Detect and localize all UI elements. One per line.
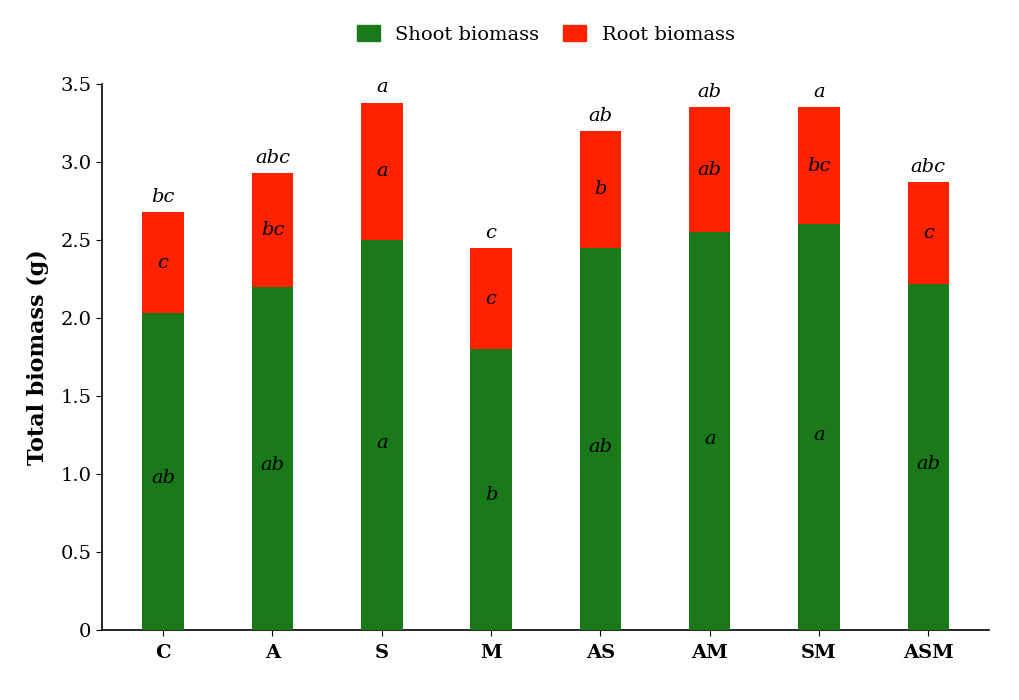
Y-axis label: Total biomass (g): Total biomass (g) [28, 249, 49, 465]
Bar [470, 349, 512, 630]
Text: a: a [812, 426, 824, 444]
Text: ab: ab [588, 438, 611, 456]
Bar [907, 182, 948, 284]
Text: c: c [922, 224, 932, 242]
Text: abc: abc [910, 158, 945, 176]
Bar [798, 225, 839, 630]
Text: a: a [376, 434, 387, 452]
Text: c: c [485, 290, 496, 307]
Text: ab: ab [697, 83, 721, 102]
Text: ab: ab [151, 469, 175, 487]
Text: ab: ab [697, 161, 721, 178]
Text: c: c [158, 253, 168, 272]
Bar [143, 212, 183, 314]
Text: bc: bc [151, 188, 174, 206]
Text: a: a [812, 83, 824, 102]
Text: bc: bc [261, 221, 284, 239]
Bar [252, 173, 292, 287]
Text: b: b [484, 486, 497, 504]
Text: abc: abc [255, 148, 289, 167]
Text: ab: ab [260, 456, 284, 475]
Bar [470, 248, 512, 349]
Text: bc: bc [806, 157, 829, 175]
Bar [907, 284, 948, 630]
Text: a: a [376, 162, 387, 181]
Bar [798, 107, 839, 225]
Bar [688, 107, 730, 232]
Bar [361, 240, 403, 630]
Bar [252, 287, 292, 630]
Legend: Shoot biomass, Root biomass: Shoot biomass, Root biomass [348, 18, 742, 52]
Text: b: b [593, 181, 606, 198]
Bar [688, 232, 730, 630]
Text: a: a [376, 78, 387, 97]
Text: c: c [485, 223, 496, 242]
Bar [579, 248, 621, 630]
Bar [579, 131, 621, 248]
Bar [143, 314, 183, 630]
Text: ab: ab [588, 106, 611, 125]
Bar [361, 103, 403, 240]
Text: a: a [703, 430, 714, 448]
Text: ab: ab [915, 455, 940, 472]
